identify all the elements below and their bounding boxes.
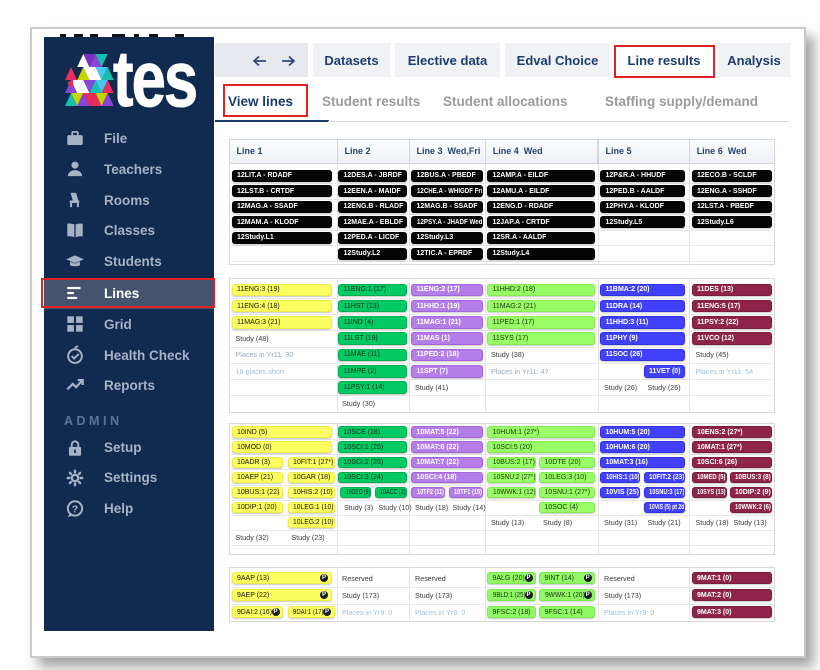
svg-text:?: ? bbox=[72, 504, 78, 515]
